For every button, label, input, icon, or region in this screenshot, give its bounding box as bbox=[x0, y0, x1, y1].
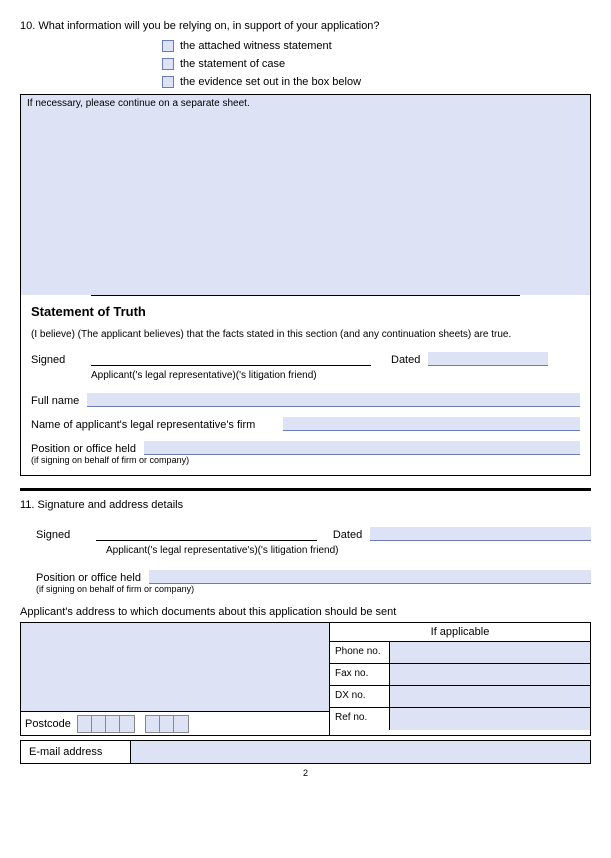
sot-fullname-label: Full name bbox=[31, 395, 79, 407]
q11-position-field[interactable] bbox=[149, 570, 591, 584]
postcode-row: Postcode bbox=[21, 711, 329, 735]
email-row: E-mail address bbox=[20, 740, 591, 764]
q11-signed-row: Signed Dated bbox=[36, 527, 591, 541]
sot-position-field[interactable] bbox=[144, 441, 580, 455]
contact-row-phone: Phone no. bbox=[330, 642, 590, 664]
sot-dated-field[interactable] bbox=[428, 352, 548, 366]
q11-position-note: (if signing on behalf of firm or company… bbox=[36, 584, 591, 594]
sot-firm-field[interactable] bbox=[283, 417, 580, 431]
statement-of-truth: Statement of Truth (I believe) (The appl… bbox=[21, 296, 590, 475]
q11-heading-row: 11. Signature and address details bbox=[20, 499, 591, 511]
q11-signer-note: Applicant('s legal representative's)('s … bbox=[106, 545, 591, 556]
sot-signer-note: Applicant('s legal representative)('s li… bbox=[91, 370, 580, 381]
q11-signed-line[interactable] bbox=[96, 527, 317, 541]
q11-heading: Signature and address details bbox=[38, 499, 184, 511]
contact-field-phone[interactable] bbox=[390, 642, 590, 663]
email-field[interactable] bbox=[131, 741, 590, 763]
checkbox-icon[interactable] bbox=[162, 76, 174, 88]
q10-option-label: the statement of case bbox=[180, 58, 285, 70]
q10-text: 10. What information will you be relying… bbox=[20, 20, 591, 32]
postcode-group-1[interactable] bbox=[77, 715, 135, 733]
q10-option-0: the attached witness statement bbox=[162, 40, 591, 52]
contact-row-dx: DX no. bbox=[330, 686, 590, 708]
q11-dated-field[interactable] bbox=[370, 527, 591, 541]
sot-firm-row: Name of applicant's legal representative… bbox=[31, 417, 580, 431]
question-11: 11. Signature and address details Signed… bbox=[20, 499, 591, 764]
q11-position-label: Position or office held bbox=[36, 572, 141, 584]
contact-label: Phone no. bbox=[330, 642, 390, 663]
sot-signed-line[interactable] bbox=[91, 352, 371, 366]
address-grid: Postcode If applicable Phone no. Fax no.… bbox=[20, 622, 591, 736]
contact-label: Fax no. bbox=[330, 664, 390, 685]
sot-fullname-field[interactable] bbox=[87, 393, 580, 407]
email-label: E-mail address bbox=[21, 741, 131, 763]
q11-number: 11. bbox=[20, 499, 34, 511]
sot-position-note: (if signing on behalf of firm or company… bbox=[31, 455, 580, 465]
postcode-group-2[interactable] bbox=[145, 715, 189, 733]
checkbox-icon[interactable] bbox=[162, 58, 174, 70]
q10-option-2: the evidence set out in the box below bbox=[162, 76, 591, 88]
contact-field-fax[interactable] bbox=[390, 664, 590, 685]
address-left: Postcode bbox=[20, 622, 330, 736]
q10-option-1: the statement of case bbox=[162, 58, 591, 70]
q11-address-intro: Applicant's address to which documents a… bbox=[20, 606, 591, 618]
address-textarea[interactable] bbox=[21, 623, 329, 711]
question-10: 10. What information will you be relying… bbox=[20, 20, 591, 476]
q10-option-label: the attached witness statement bbox=[180, 40, 332, 52]
sot-fullname-row: Full name bbox=[31, 393, 580, 407]
sot-position-row: Position or office held bbox=[31, 441, 580, 455]
sot-dated-label: Dated bbox=[391, 354, 420, 366]
continue-note: If necessary, please continue on a separ… bbox=[27, 98, 250, 109]
q11-position-row: Position or office held bbox=[36, 570, 591, 584]
page-number: 2 bbox=[20, 768, 591, 778]
continue-textarea[interactable]: If necessary, please continue on a separ… bbox=[21, 95, 590, 295]
sot-signed-label: Signed bbox=[31, 354, 83, 366]
address-right: If applicable Phone no. Fax no. DX no. R… bbox=[330, 622, 591, 736]
sot-position-label: Position or office held bbox=[31, 443, 136, 455]
sot-body: (I believe) (The applicant believes) tha… bbox=[31, 329, 580, 340]
contact-field-ref[interactable] bbox=[390, 708, 590, 730]
contact-label: Ref no. bbox=[330, 708, 390, 730]
q10-option-label: the evidence set out in the box below bbox=[180, 76, 361, 88]
q11-dated-label: Dated bbox=[333, 529, 362, 541]
if-applicable-header: If applicable bbox=[330, 623, 590, 642]
q10-number: 10. bbox=[20, 20, 35, 32]
contact-row-fax: Fax no. bbox=[330, 664, 590, 686]
contact-label: DX no. bbox=[330, 686, 390, 707]
checkbox-icon[interactable] bbox=[162, 40, 174, 52]
q10-evidence-box: If necessary, please continue on a separ… bbox=[20, 94, 591, 476]
section-divider bbox=[20, 488, 591, 491]
contact-field-dx[interactable] bbox=[390, 686, 590, 707]
contact-row-ref: Ref no. bbox=[330, 708, 590, 730]
sot-heading: Statement of Truth bbox=[31, 304, 580, 319]
q10-question: What information will you be relying on,… bbox=[38, 20, 379, 32]
postcode-label: Postcode bbox=[25, 718, 71, 730]
sot-firm-label: Name of applicant's legal representative… bbox=[31, 419, 255, 431]
q11-signed-label: Signed bbox=[36, 529, 88, 541]
sot-signed-row: Signed Dated bbox=[31, 352, 580, 366]
